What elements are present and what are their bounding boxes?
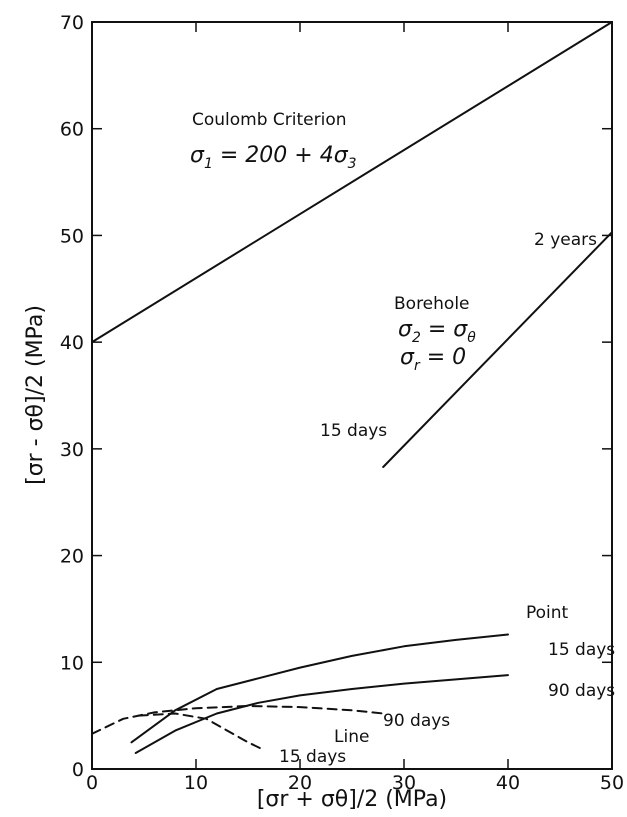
y-tick-label: 60 [60, 119, 84, 141]
borehole-eq2-b: = 0 [420, 345, 466, 370]
x-tick-label: 30 [392, 772, 416, 794]
x-tick-label: 10 [184, 772, 208, 794]
series-line-line-90-days [91, 705, 385, 735]
series-line-point-90-days [134, 674, 509, 754]
x-tick-label: 50 [600, 772, 624, 794]
borehole-eq1-a-sub: 2 [412, 330, 421, 346]
point-90-days-label: 90 days [548, 681, 615, 701]
x-tick-label: 0 [86, 772, 98, 794]
fifteen-days-borehole-label: 15 days [320, 421, 387, 441]
y-tick-label: 50 [60, 225, 84, 247]
coulomb-eq-rhs-sub: 3 [348, 156, 357, 172]
y-tick-label: 30 [60, 439, 84, 461]
y-tick-label: 10 [60, 652, 84, 674]
borehole-title: Borehole [394, 294, 470, 314]
coulomb-title: Coulomb Criterion [192, 110, 347, 130]
ticks-group: 0 10 20 30 40 50 0 10 20 30 40 50 60 70 [60, 12, 624, 794]
x-tick-label: 40 [496, 772, 520, 794]
y-tick-label: 40 [60, 332, 84, 354]
coulomb-eq-rhs: = 200 + 4σ [213, 143, 349, 168]
plot-frame [91, 21, 613, 770]
borehole-eq2-a: σ [400, 345, 415, 370]
y-tick-label: 70 [60, 12, 84, 34]
borehole-eq1-b-sub: θ [467, 330, 476, 346]
x-tick-label: 20 [288, 772, 312, 794]
series-line-line-15-days [137, 712, 265, 751]
y-tick-label: 0 [72, 759, 84, 781]
coulomb-eq-lhs-sub: 1 [204, 156, 213, 172]
coulomb-eq-lhs: σ [190, 143, 205, 168]
two-years-label: 2 years [534, 230, 597, 250]
series-line-borehole [382, 231, 613, 468]
coulomb-equation: σ1 = 200 + 4σ3 [190, 143, 357, 172]
borehole-eq2: σr = 0 [400, 345, 466, 374]
borehole-eq1-b: = σ [421, 317, 468, 342]
line-15-days-label: 15 days [279, 747, 346, 767]
y-axis-title: [σr - σθ]/2 (MPa) [23, 305, 48, 485]
x-axis-title: [σr + σθ]/2 (MPa) [257, 787, 447, 812]
borehole-eq1: σ2 = σθ [398, 317, 476, 346]
series-line-coulomb-criterion [91, 21, 613, 344]
series-group [91, 21, 613, 754]
point-title: Point [526, 603, 569, 623]
point-15-days-label: 15 days [548, 640, 615, 660]
borehole-eq2-a-sub: r [414, 358, 421, 374]
y-tick-label: 20 [60, 546, 84, 568]
borehole-eq1-a: σ [398, 317, 413, 342]
series-line-point-15-days [130, 633, 509, 744]
line-90-days-label: 90 days [383, 711, 450, 731]
line-title: Line [334, 727, 369, 747]
